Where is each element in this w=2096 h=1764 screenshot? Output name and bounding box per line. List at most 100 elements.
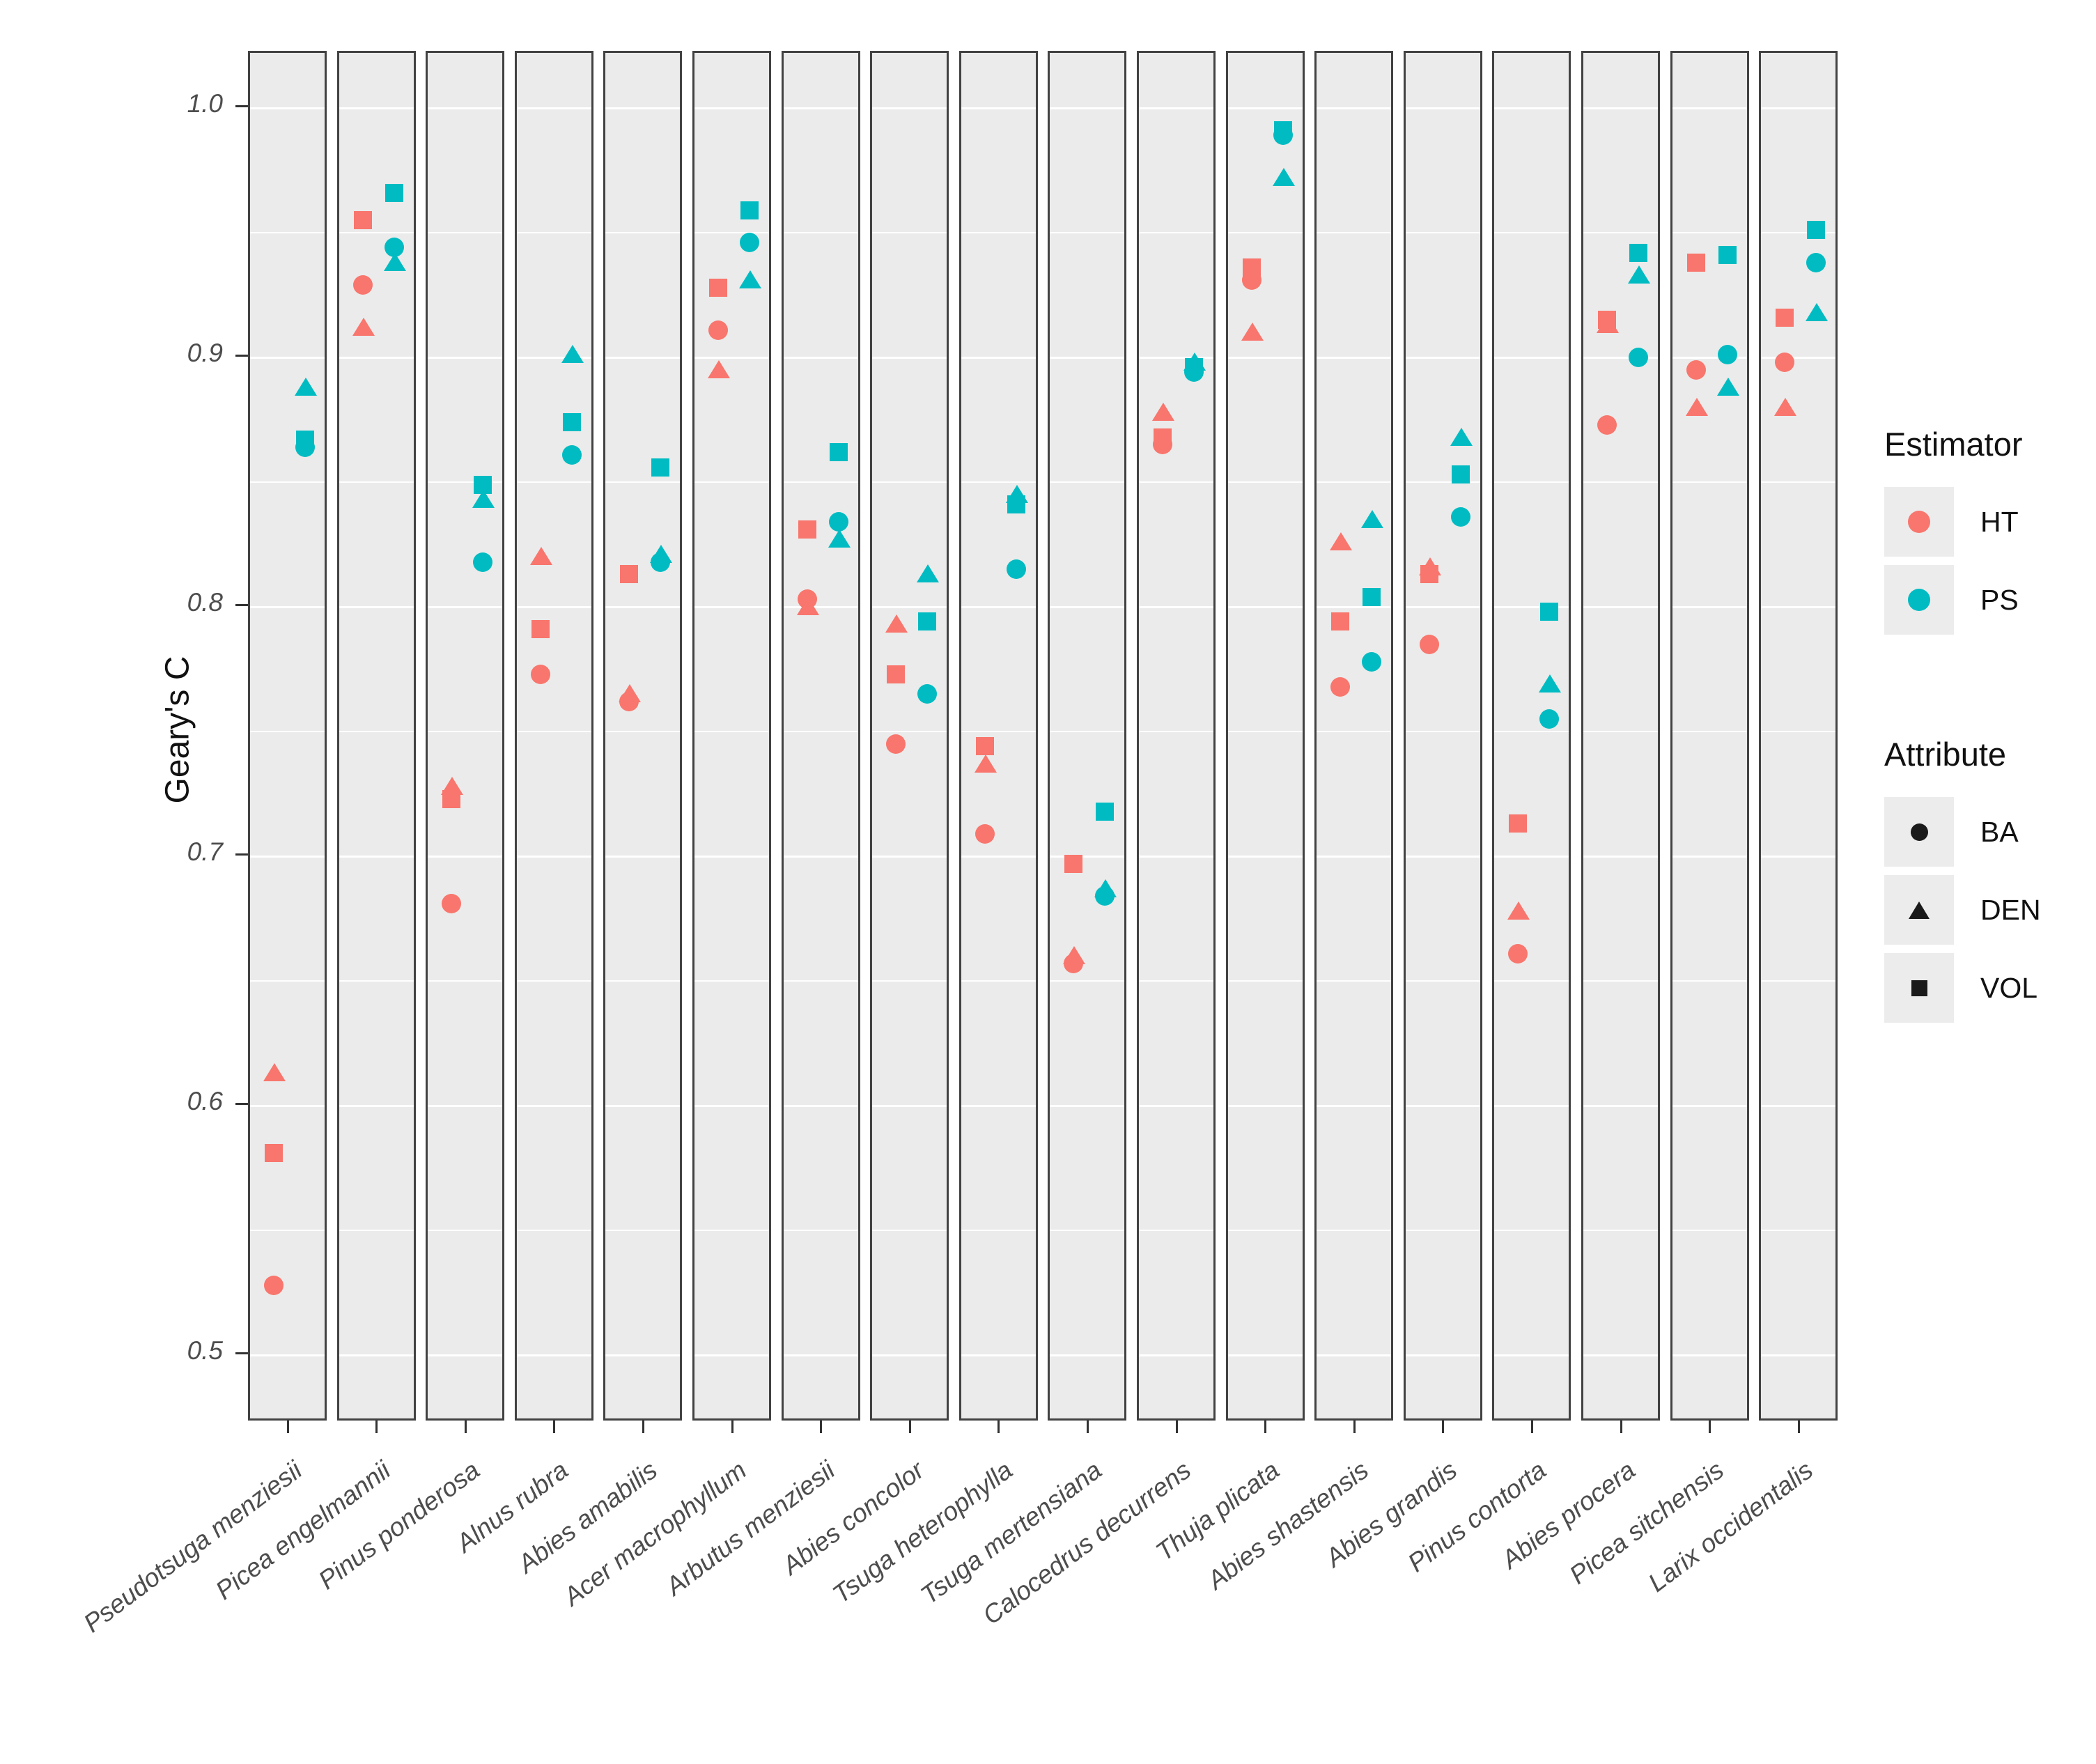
gridline-minor xyxy=(961,980,1036,982)
point-ps-den xyxy=(1450,427,1473,446)
legend-row-ba: BA xyxy=(1884,793,2041,871)
gridline-minor xyxy=(1583,731,1658,732)
facet-panel xyxy=(692,51,771,1421)
point-ps-vol xyxy=(1629,243,1648,262)
facet-panel xyxy=(782,51,860,1421)
point-ps-den xyxy=(384,252,407,271)
point-ps-vol xyxy=(830,443,848,462)
legend-estimator: Estimator HT PS xyxy=(1884,425,2023,639)
gridline-major xyxy=(1761,855,1835,858)
gridline-minor xyxy=(1761,980,1835,982)
point-ps-vol xyxy=(1540,603,1559,621)
gridline-major xyxy=(1494,1104,1569,1107)
gridline-major xyxy=(1761,107,1835,109)
point-ps-den xyxy=(1273,168,1296,187)
gridline-major xyxy=(1494,356,1569,359)
gridline-major xyxy=(1583,356,1658,359)
point-ht-den xyxy=(529,547,552,566)
gridline-minor xyxy=(339,481,414,483)
gridline-major xyxy=(1228,1354,1303,1356)
gridline-minor xyxy=(1139,481,1213,483)
y-axis-tick xyxy=(235,853,248,856)
gridline-minor xyxy=(1494,731,1569,732)
point-ps-den xyxy=(1361,509,1384,528)
gridline-major xyxy=(961,356,1036,359)
legend-label-vol: VOL xyxy=(1980,971,2038,1004)
gridline-minor xyxy=(1050,481,1124,483)
gridline-major xyxy=(339,855,414,858)
gridline-major xyxy=(1761,356,1835,359)
gridline-minor xyxy=(1583,232,1658,233)
gridline-major xyxy=(784,855,858,858)
facet-panel xyxy=(337,51,416,1421)
gridline-major xyxy=(517,356,591,359)
legend-key-vol xyxy=(1884,953,1954,1023)
facet-panel xyxy=(1048,51,1126,1421)
x-axis-tick xyxy=(731,1421,733,1433)
point-ps-vol xyxy=(1185,358,1204,377)
point-ht-vol xyxy=(619,565,638,584)
point-ht-ba xyxy=(263,1275,284,1295)
gridline-minor xyxy=(1050,1230,1124,1231)
gridline-minor xyxy=(784,980,858,982)
point-ht-den xyxy=(263,1063,286,1082)
gridline-minor xyxy=(517,1230,591,1231)
y-tick-label: 1.0 xyxy=(187,89,223,118)
point-ps-ba xyxy=(1718,345,1738,365)
gridline-minor xyxy=(517,481,591,483)
gridline-minor xyxy=(428,481,502,483)
gridline-major xyxy=(1406,855,1480,858)
gridline-minor xyxy=(1317,1230,1391,1231)
gridline-minor xyxy=(1494,1230,1569,1231)
gridline-minor xyxy=(1672,980,1747,982)
point-ht-vol xyxy=(1775,308,1794,327)
gridline-minor xyxy=(339,731,414,732)
x-axis-tick xyxy=(1175,1421,1178,1433)
gridline-major xyxy=(1317,1104,1391,1107)
point-ps-den xyxy=(917,564,940,583)
gridline-major xyxy=(784,1104,858,1107)
gridline-minor xyxy=(961,731,1036,732)
point-ht-den xyxy=(1507,901,1530,920)
y-axis-tick xyxy=(235,1102,248,1105)
point-ht-den xyxy=(1062,946,1085,965)
y-tick-label: 0.6 xyxy=(187,1087,223,1115)
facet-panel xyxy=(248,51,327,1421)
gridline-major xyxy=(1672,1104,1747,1107)
legend-attribute: Attribute BA DEN VOL xyxy=(1884,735,2041,1027)
y-axis-title: Geary's C xyxy=(159,656,196,804)
gridline-major xyxy=(517,1104,591,1107)
y-tick-label: 0.9 xyxy=(187,339,223,367)
gridline-major xyxy=(1583,605,1658,608)
gridline-major xyxy=(250,107,325,109)
gridline-major xyxy=(605,356,680,359)
point-ht-vol xyxy=(975,737,994,756)
point-ps-vol xyxy=(740,201,759,219)
legend-label-den: DEN xyxy=(1980,893,2041,926)
gridline-minor xyxy=(1583,980,1658,982)
gridline-minor xyxy=(428,1230,502,1231)
point-ht-ba xyxy=(975,823,995,844)
point-ht-vol xyxy=(1420,565,1438,584)
gridline-major xyxy=(784,605,858,608)
gridline-minor xyxy=(250,1230,325,1231)
facet-panel xyxy=(1226,51,1305,1421)
gridline-minor xyxy=(339,232,414,233)
gridline-major xyxy=(872,855,947,858)
gridline-minor xyxy=(605,731,680,732)
gridline-minor xyxy=(694,232,769,233)
point-ps-den xyxy=(739,270,762,289)
point-ht-den xyxy=(885,614,908,633)
gridline-major xyxy=(872,107,947,109)
gridline-minor xyxy=(1761,1230,1835,1231)
point-ht-den xyxy=(707,359,730,378)
legend-row-den: DEN xyxy=(1884,871,2041,949)
gridline-major xyxy=(250,855,325,858)
gridline-major xyxy=(1139,356,1213,359)
gridline-major xyxy=(1672,855,1747,858)
gridline-major xyxy=(517,107,591,109)
gridline-minor xyxy=(784,1230,858,1231)
gridline-major xyxy=(1139,1104,1213,1107)
point-ht-vol xyxy=(886,665,905,683)
